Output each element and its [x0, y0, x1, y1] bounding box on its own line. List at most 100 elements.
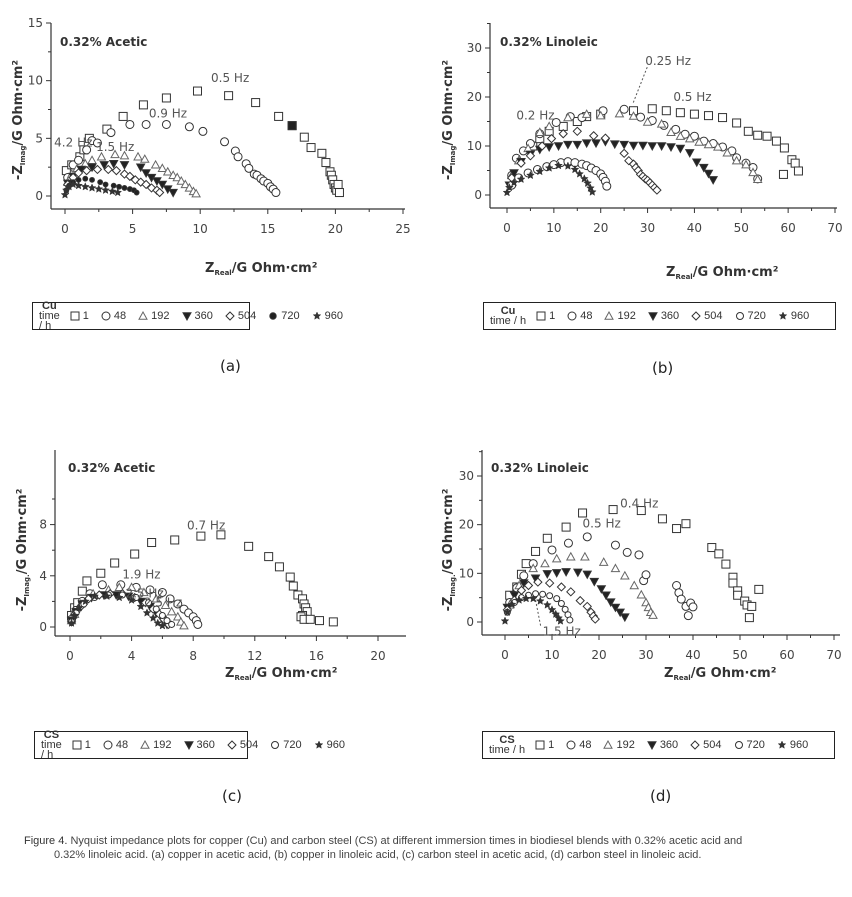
data-point: [509, 169, 519, 178]
y-tick-label: 8: [39, 518, 47, 532]
x-tick-label: 40: [685, 648, 700, 662]
frequency-annotation: 2.5 Hz: [125, 587, 163, 601]
x-tick-label: 15: [260, 222, 275, 236]
legend-metal: Cu: [42, 300, 57, 312]
data-point: [96, 568, 106, 578]
data-point: [703, 169, 714, 179]
data-point: [590, 614, 600, 624]
legend-label: 504: [239, 739, 259, 751]
x-axis-label: ZReal/G Ohm·cm²: [664, 666, 776, 682]
legend-label: 1: [548, 739, 555, 751]
legend-marker-icon: [225, 311, 235, 321]
data-point: [82, 145, 92, 155]
data-point: [539, 590, 547, 598]
data-point: [113, 187, 123, 197]
legend-marker-icon: [778, 311, 788, 320]
legend-metal: CS: [499, 734, 515, 746]
legend-marker-icon: [70, 311, 80, 321]
data-point: [551, 609, 561, 618]
y-tick-label: 0: [35, 189, 43, 203]
panel-label-b: (b): [652, 359, 674, 377]
legend-item: 192: [140, 739, 172, 751]
data-point: [557, 600, 565, 608]
data-point: [141, 179, 151, 190]
legend-unit: time / h: [39, 310, 60, 332]
data-point: [731, 155, 742, 165]
data-point: [81, 165, 92, 176]
data-point: [172, 611, 183, 621]
legend-label: 1: [549, 310, 556, 322]
x-tick-label: 20: [593, 221, 608, 235]
data-point: [551, 553, 562, 563]
data-point: [591, 139, 601, 149]
data-point: [561, 522, 571, 532]
data-point: [161, 119, 171, 129]
data-point: [648, 610, 658, 619]
axes: 0 10 20 30 40 50 60 70 0 10 20 30: [467, 23, 843, 235]
data-point: [176, 175, 187, 185]
frequency-annotation: 0.9 Hz: [149, 107, 187, 121]
legend-item: 504: [227, 739, 258, 751]
legend-item: 48: [101, 310, 126, 322]
x-tick-label: 60: [779, 648, 794, 662]
data-point: [544, 578, 555, 588]
legend-label: 504: [703, 739, 722, 751]
data-point: [92, 138, 102, 148]
legend-item: 960: [778, 310, 809, 322]
data-point: [547, 545, 557, 555]
legend-label: 1: [82, 310, 89, 322]
x-tick-label: 10: [546, 221, 561, 235]
legend-label: 48: [579, 739, 592, 751]
data-point: [553, 142, 564, 152]
data-point: [684, 133, 695, 143]
data-point: [610, 540, 620, 550]
data-point: [184, 182, 195, 192]
data-point: [525, 151, 536, 161]
data-point: [157, 621, 167, 630]
data-point: [151, 593, 162, 603]
data-point: [694, 137, 704, 146]
data-point: [251, 98, 261, 108]
data-point: [647, 142, 658, 152]
data-point: [97, 179, 104, 186]
data-point: [500, 616, 510, 625]
legend-a: Cu time / h 1 48 192 360 504 720 960: [32, 300, 343, 332]
legend-marker-icon: [269, 312, 277, 320]
data-point: [790, 158, 800, 168]
data-point: [566, 587, 576, 597]
data-point: [166, 606, 177, 616]
data-point: [173, 599, 183, 609]
legend-item: 360: [647, 310, 679, 322]
data-point: [619, 104, 629, 114]
data-point: [743, 126, 753, 136]
y-tick-label: 5: [35, 131, 43, 145]
data-point: [110, 558, 120, 568]
data-point: [526, 170, 535, 180]
data-point: [111, 165, 122, 176]
data-point: [728, 578, 738, 588]
chart-panel-a: 0 5 10 15 20 25 0 5 10 15 0.32% Acetic ZReal/G Ohm·…: [11, 16, 411, 277]
data-point: [579, 174, 589, 183]
data-point: [563, 140, 573, 150]
frequency-annotation: 0.5 Hz: [673, 90, 711, 104]
legend-marker-icon: [103, 740, 113, 750]
data-point: [264, 552, 274, 562]
legend-label: 720: [283, 739, 302, 751]
legend-title: CS time / h: [489, 734, 525, 756]
legend-item: 720: [270, 739, 302, 751]
data-point: [683, 611, 693, 621]
legend-marker-icon: [646, 741, 657, 750]
annotation-arrow: [535, 600, 542, 626]
data-point: [184, 122, 194, 132]
data-point: [82, 175, 89, 182]
legend-title: CS time / h: [41, 730, 62, 761]
legend-item: 504: [225, 310, 256, 322]
data-point: [684, 149, 695, 158]
data-point: [581, 139, 592, 149]
data-point: [180, 179, 191, 189]
legend-marker-icon: [101, 311, 111, 321]
frequency-annotation: 0.7 Hz: [187, 519, 225, 533]
y-tick-label: 20: [467, 90, 482, 104]
data-point: [675, 131, 686, 140]
x-tick-label: 40: [687, 221, 702, 235]
